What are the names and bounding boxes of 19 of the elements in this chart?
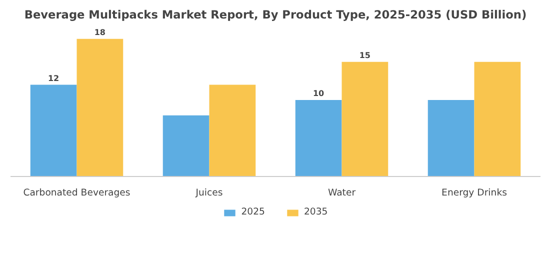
data-label: 12: [48, 74, 60, 83]
bar: [76, 38, 124, 176]
bar: [30, 84, 77, 176]
bar: [342, 62, 388, 176]
data-label: 10: [312, 89, 325, 98]
x-tick-label: Energy Drinks: [442, 188, 508, 198]
x-tick-label: Juices: [194, 188, 223, 198]
bar: [295, 100, 342, 176]
bar: [474, 62, 521, 176]
bar: [209, 84, 256, 176]
data-label: 18: [94, 28, 106, 37]
legend-label: 2035: [304, 206, 328, 218]
data-label: 15: [359, 50, 371, 60]
legend-label: 2025: [241, 206, 265, 218]
chart-title: Beverage Multipacks Market Report, By Product Type, 2025-2035 (USD Billion): [24, 8, 527, 22]
x-tick-label: Water: [328, 188, 356, 198]
bar: [428, 100, 474, 176]
bar: [162, 115, 210, 176]
x-tick-label: Carbonated Beverages: [23, 188, 130, 198]
